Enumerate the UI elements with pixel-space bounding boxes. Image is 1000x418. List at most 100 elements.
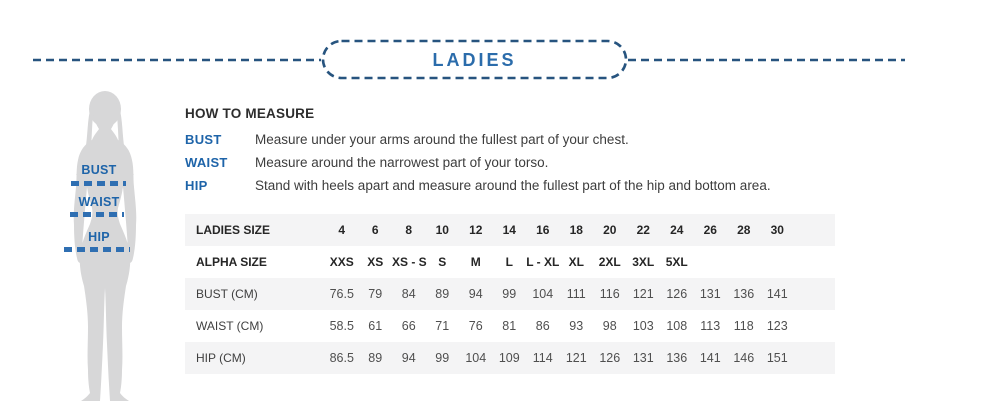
how-to-measure-title: HOW TO MEASURE: [185, 106, 315, 121]
size-table-cell: 6: [371, 223, 379, 237]
measure-row-bust: BUST Measure under your arms around the …: [185, 128, 885, 151]
size-table-cell: 126: [666, 287, 688, 301]
size-table-cell: 111: [566, 287, 586, 301]
size-table-cell: 20: [603, 223, 617, 237]
size-table-cell: 8: [405, 223, 413, 237]
size-table-cell: 94: [401, 351, 416, 365]
measure-label: HIP: [185, 178, 208, 193]
size-table-cell: 24: [670, 223, 684, 237]
size-table-cell: 103: [632, 319, 654, 333]
header-dashed-rule: [33, 39, 905, 80]
section-title: LADIES: [432, 50, 517, 70]
size-table-cell: 30: [770, 223, 784, 237]
size-table-cell: 58.5: [329, 319, 354, 333]
size-table-cell: 141: [699, 351, 721, 365]
size-table-cell: XS - S: [392, 255, 427, 269]
figure-bust-dash-line: [71, 181, 126, 186]
size-table-cell: 121: [565, 351, 587, 365]
measure-description: Measure under your arms around the fulle…: [255, 132, 629, 147]
size-table-cell: 89: [368, 351, 383, 365]
size-table-cell: 136: [666, 351, 688, 365]
size-table-cell: 26: [703, 223, 717, 237]
size-table-cell: 93: [569, 319, 584, 333]
size-table-row-alpha-size: ALPHA SIZE XXS XS XS - S S M L L - XL XL 2XL 3XL 5…: [185, 246, 835, 278]
size-table-cell: 113: [700, 319, 721, 333]
size-table-cell: 28: [737, 223, 751, 237]
measure-row-hip: HIP Stand with heels apart and measure a…: [185, 174, 885, 197]
size-table-cell: 61: [368, 319, 383, 333]
size-table-cell: 109: [498, 351, 520, 365]
measure-description: Stand with heels apart and measure aroun…: [255, 178, 771, 193]
size-table-cell: 99: [502, 287, 517, 301]
figure-hip-dash-line: [64, 247, 130, 252]
measure-row-waist: WAIST Measure around the narrowest part …: [185, 151, 885, 174]
size-table-cell: 136: [733, 287, 755, 301]
measure-label: BUST: [185, 132, 222, 147]
how-to-measure-section: HOW TO MEASURE BUST Measure under your a…: [185, 106, 885, 197]
size-table-cell: 126: [599, 351, 621, 365]
header-pill-border: [321, 39, 628, 80]
size-table-cell: 94: [468, 287, 483, 301]
size-table-cell: 86.5: [329, 351, 354, 365]
size-table-cell: L - XL: [526, 255, 560, 269]
size-table-row-hip-cm: HIP (CM) 86.5 89 94 99 104 109 114 121 126 131 136…: [185, 342, 835, 374]
size-table-cell: 5XL: [665, 255, 688, 269]
measure-description: Measure around the narrowest part of you…: [255, 155, 549, 170]
size-table-cell: 104: [465, 351, 487, 365]
size-table-cell: 86: [535, 319, 550, 333]
size-table-row-bust-cm: BUST (CM) 76.5 79 84 89 94 99 104 111 116 121 126 1…: [185, 278, 835, 310]
size-table-cell: 108: [666, 319, 688, 333]
size-table-cell: 104: [532, 287, 554, 301]
row-header: WAIST (CM): [196, 319, 264, 333]
size-table-cell: S: [438, 255, 447, 269]
size-table-cell: 22: [636, 223, 650, 237]
size-table-cell: 71: [435, 319, 450, 333]
size-table-cell: 12: [469, 223, 483, 237]
size-table-cell: 89: [435, 287, 450, 301]
figure-hip-label: HIP: [88, 230, 110, 244]
size-table-cell: 79: [368, 287, 383, 301]
size-table-cell: 118: [733, 319, 754, 333]
size-table-cell: L: [505, 255, 513, 269]
size-table-cell: XXS: [329, 255, 354, 269]
figure-bust-label: BUST: [81, 163, 117, 177]
size-table-cell: 10: [435, 223, 449, 237]
size-table-cell: 131: [699, 287, 721, 301]
row-header: LADIES SIZE: [196, 223, 271, 237]
size-table-cell: 131: [632, 351, 654, 365]
measure-label: WAIST: [185, 155, 228, 170]
size-table-cell: 141: [766, 287, 788, 301]
size-table-cell: 76.5: [329, 287, 354, 301]
size-table-cell: 84: [401, 287, 416, 301]
size-table-row-ladies-size: LADIES SIZE 4 6 8 10 12 14 16 18 20 22 24 26 28 30: [185, 214, 835, 246]
size-table-cell: 99: [435, 351, 450, 365]
female-silhouette: [73, 91, 137, 401]
size-table-cell: 3XL: [632, 255, 655, 269]
size-table-cell: 81: [502, 319, 517, 333]
size-table-cell: 98: [602, 319, 617, 333]
size-table-cell: 66: [401, 319, 416, 333]
row-header: HIP (CM): [196, 351, 246, 365]
size-table-cell: 16: [536, 223, 550, 237]
size-table-cell: M: [470, 255, 481, 269]
size-table-cell: 2XL: [598, 255, 621, 269]
figure-waist-dash-line: [70, 212, 124, 217]
size-table-cell: 4: [338, 223, 346, 237]
size-table-cell: 151: [766, 351, 788, 365]
size-table-cell: 121: [632, 287, 654, 301]
size-table-cell: XL: [568, 255, 584, 269]
size-table-cell: 76: [468, 319, 483, 333]
size-table: LADIES SIZE 4 6 8 10 12 14 16 18 20 22 24 26 28 30 AL…: [185, 214, 835, 374]
size-table-cell: 18: [569, 223, 583, 237]
row-header: ALPHA SIZE: [196, 255, 267, 269]
size-table-cell: 14: [502, 223, 516, 237]
size-table-row-waist-cm: WAIST (CM) 58.5 61 66 71 76 81 86 93 98 103 108 113…: [185, 310, 835, 342]
size-table-cell: 146: [733, 351, 755, 365]
size-table-cell: 116: [599, 287, 620, 301]
figure-waist-label: WAIST: [78, 195, 120, 209]
size-table-cell: 123: [766, 319, 788, 333]
row-header: BUST (CM): [196, 287, 258, 301]
size-table-cell: XS: [367, 255, 384, 269]
size-table-cell: 114: [532, 351, 553, 365]
